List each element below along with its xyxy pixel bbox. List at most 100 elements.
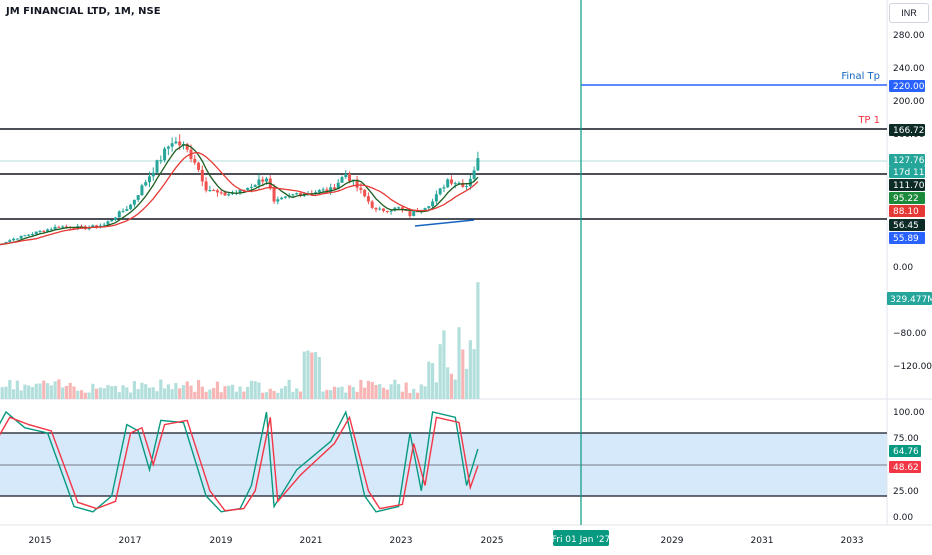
volume-bar [318, 357, 321, 399]
osc-tick-label: 0.00 [893, 513, 913, 523]
volume-bar [423, 386, 426, 399]
volume-bar [378, 384, 381, 399]
volume-bar [269, 389, 272, 399]
volume-bar [54, 381, 57, 399]
candle-body [431, 201, 434, 206]
volume-bar [261, 393, 264, 399]
volume-bar [152, 387, 155, 399]
candle-body [359, 188, 362, 190]
candle-body [12, 239, 15, 240]
candle-body [106, 221, 109, 224]
volume-bar [137, 389, 140, 399]
volume-bar [367, 381, 370, 399]
candle-body [156, 160, 159, 173]
candle-body [291, 194, 294, 195]
candle-body [39, 231, 42, 232]
volume-bar [87, 393, 90, 399]
candle-body [42, 231, 45, 232]
volume-bar [38, 384, 41, 399]
volume-bar [103, 388, 106, 399]
candle-body [16, 239, 19, 240]
volume-bar [220, 392, 223, 399]
volume-bar [333, 387, 336, 399]
price-tag-label: 111.70 [893, 181, 925, 191]
candle-body [205, 181, 208, 190]
trendline[interactable] [415, 220, 474, 226]
volume-bar [314, 352, 317, 399]
volume-bar [257, 382, 260, 399]
volume-bar [110, 386, 113, 399]
candle-body [8, 240, 11, 242]
candle-body [322, 189, 325, 190]
volume-bar [329, 390, 332, 399]
volume-bar [57, 379, 60, 399]
volume-tag-label: 329.477M [890, 295, 932, 305]
volume-bar [182, 385, 185, 399]
time-axis-label: 2023 [390, 536, 413, 546]
candle-body [163, 149, 166, 161]
volume-bar [439, 344, 442, 399]
candle-body [54, 227, 57, 229]
candle-body [254, 185, 257, 187]
volume-bar [208, 390, 211, 399]
candle-body [446, 179, 449, 187]
volume-bar [352, 387, 355, 399]
candle-body [257, 179, 260, 185]
volume-bar [340, 387, 343, 399]
volume-bar [16, 381, 19, 399]
volume-bar [42, 381, 45, 399]
currency-button[interactable]: INR [889, 3, 929, 23]
volume-bar [46, 383, 49, 399]
volume-bar [197, 380, 200, 399]
volume-bar [310, 353, 313, 399]
volume-bar [473, 349, 476, 399]
volume-bar [393, 380, 396, 399]
moving-averages [0, 145, 478, 246]
candle-body [273, 188, 276, 201]
price-tag-label: 88.10 [893, 207, 919, 217]
volume-bar [382, 388, 385, 399]
volume-bar [246, 387, 249, 399]
tp1-label[interactable]: TP 1 [857, 115, 880, 126]
volume-bar [442, 330, 445, 399]
volume-bar [133, 381, 136, 399]
price-tag-label: 127.76 [893, 156, 925, 166]
volume-bar [306, 351, 309, 399]
candle-body [454, 183, 457, 184]
volume-bar [189, 386, 192, 399]
volume-bar [121, 385, 124, 399]
candle-body [137, 195, 140, 200]
candle-body [276, 199, 279, 201]
volume-bar [99, 387, 102, 399]
candle-body [193, 159, 196, 163]
volume-bar [235, 392, 238, 399]
price-tag-label: 166.72 [893, 126, 925, 136]
candle-body [110, 220, 113, 221]
candle-body [363, 190, 366, 196]
volume-bar [178, 388, 181, 399]
volume-bar [299, 392, 302, 399]
volume-bar [389, 384, 392, 399]
volume-bar [91, 384, 94, 399]
volume-bar [420, 384, 423, 399]
final-tp-label[interactable]: Final Tp [841, 71, 880, 82]
time-axis-label: 2025 [481, 536, 504, 546]
candle-body [397, 207, 400, 208]
candle-body [378, 209, 381, 210]
volume-bar [118, 392, 121, 399]
volume-bar [359, 380, 362, 399]
volume-bar [1, 387, 4, 399]
volume-bar [374, 385, 377, 399]
candle-body [125, 209, 128, 211]
volume-bar [280, 388, 283, 399]
volume-bar [386, 390, 389, 399]
candle-body [20, 236, 23, 239]
osc-tag-label: 48.62 [893, 463, 919, 473]
volume-bar [465, 369, 468, 399]
volume-bar [114, 386, 117, 399]
volume-bar [76, 391, 79, 399]
osc-tick-label: 75.00 [893, 434, 919, 444]
volume-bar [303, 352, 306, 399]
